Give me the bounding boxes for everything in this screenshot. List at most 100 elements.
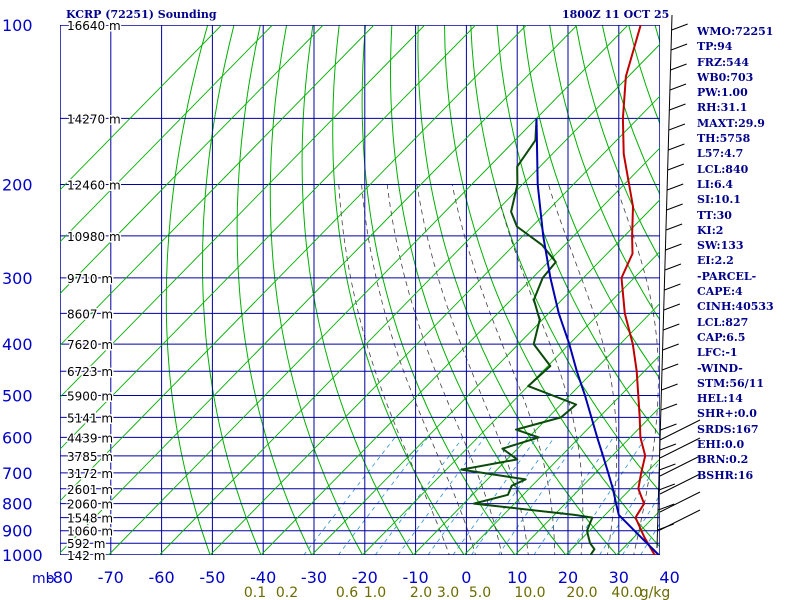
temperature-tick-label: 0 (461, 568, 471, 587)
sounding-series (460, 25, 660, 555)
stat-line: RH:31.1 (697, 101, 748, 115)
height-label: 2060 m (67, 498, 113, 512)
mixing-ratio-label: 5.0 (469, 585, 491, 600)
mixing-ratio-label: g/kg (640, 585, 671, 600)
temperature-tick-label: 10 (507, 568, 527, 587)
wind-barb (664, 263, 682, 271)
wind-barb (660, 423, 677, 431)
mixing-ratio-label: 40.0 (611, 585, 642, 600)
pressure-tick-label: 100 (2, 16, 33, 35)
height-label: 3785 m (67, 450, 113, 464)
wind-barb (658, 503, 675, 511)
temperature-tick-label: -10 (403, 568, 429, 587)
temperature-tick-label: 30 (609, 568, 629, 587)
height-label: 16640 m (67, 19, 121, 33)
height-label: 1548 m (67, 512, 113, 526)
moist-adiabat (416, 184, 529, 555)
stat-line: -PARCEL- (697, 269, 757, 283)
moist-adiabat (615, 184, 659, 555)
mixing-ratio-label: 1.0 (364, 585, 386, 600)
mixing-ratio-line (640, 522, 660, 555)
isotherm-line (413, 302, 660, 555)
mixing-ratio-label: 3.0 (437, 585, 459, 600)
wind-barb (667, 183, 684, 191)
isotherm-line (60, 25, 426, 398)
height-label: 4439 m (67, 431, 113, 445)
isotherm-line (260, 147, 660, 555)
dry-adiabat (165, 25, 211, 555)
temperature-tick-label: -40 (250, 568, 276, 587)
wind-barb (659, 473, 701, 495)
mixing-ratio-line (497, 437, 581, 555)
isotherm-line (60, 25, 375, 347)
stat-line: STM:56/11 (697, 376, 764, 390)
pressure-tick-label: 1000 (2, 546, 43, 565)
temperature-tick-label: -60 (149, 568, 175, 587)
dry-adiabat (522, 25, 660, 380)
wind-barb (665, 243, 682, 251)
wind-barb (666, 203, 683, 211)
wind-barb (660, 403, 678, 411)
wind-barb (659, 455, 701, 477)
wind-barb (662, 343, 679, 351)
stat-line: SI:10.1 (697, 193, 741, 207)
height-label: 8607 m (67, 307, 113, 321)
temperature-tick-label: -30 (301, 568, 327, 587)
height-label: 1060 m (67, 525, 113, 539)
wind-barb (670, 63, 687, 71)
wind-barb (663, 303, 681, 311)
wind-barb (659, 419, 701, 441)
moist-adiabat (451, 184, 556, 555)
mixing-ratio-line (427, 437, 514, 555)
dry-adiabat (301, 25, 414, 555)
isotherm-line (209, 95, 660, 555)
stat-line: SHR+:0.0 (697, 407, 757, 421)
temperature-tick-label: -50 (199, 568, 225, 587)
dry-adiabat (470, 25, 660, 493)
stat-line: EHI:0.0 (697, 438, 745, 452)
dry-adiabat (575, 25, 660, 261)
stat-line: L57:4.7 (697, 147, 744, 161)
isotherm-line (108, 25, 629, 555)
stat-line: CINH:40533 (697, 300, 774, 314)
stat-line: CAP:6.5 (697, 330, 746, 344)
wind-barb (661, 383, 678, 391)
stat-line: TP:94 (697, 40, 733, 54)
dewpoint-line (460, 118, 596, 555)
stat-line: EI:2.2 (697, 254, 734, 268)
wind-barb (664, 283, 681, 291)
moist-adiabat (361, 184, 476, 555)
wind-barb (663, 323, 680, 331)
isotherm-line (565, 458, 660, 555)
wind-barb (665, 223, 683, 231)
mixing-ratio-line (374, 437, 464, 555)
mixing-ratio-line (599, 460, 660, 555)
wind-barbs (656, 14, 701, 549)
mixing-ratio-label: 10.0 (514, 585, 545, 600)
stat-line: LFC:-1 (697, 346, 738, 360)
mixing-ratio-line (568, 437, 647, 555)
pressure-tick-label: 400 (2, 335, 33, 354)
stat-line: LCL:840 (697, 162, 749, 176)
mixing-ratio-line (471, 437, 555, 555)
wind-barb (659, 463, 676, 471)
height-label: 6723 m (67, 365, 113, 379)
stat-line: MAXT:29.9 (697, 116, 765, 130)
height-label: 5141 m (67, 411, 113, 425)
wind-barb (669, 103, 686, 111)
stat-line: PW:1.00 (697, 86, 748, 100)
isotherm-line (159, 43, 660, 555)
dry-adiabat (444, 25, 660, 548)
pressure-tick-label: 800 (2, 495, 33, 514)
stat-line: KI:2 (697, 223, 724, 237)
wind-barb (659, 509, 701, 531)
pressure-tick-label: 700 (2, 464, 33, 483)
temperature-tick-label: 40 (659, 568, 679, 587)
isotherm-line (463, 354, 660, 555)
temperature-line (620, 25, 659, 555)
height-label: 142 m (67, 549, 105, 563)
chart-title: KCRP (72251) Sounding (66, 8, 217, 21)
